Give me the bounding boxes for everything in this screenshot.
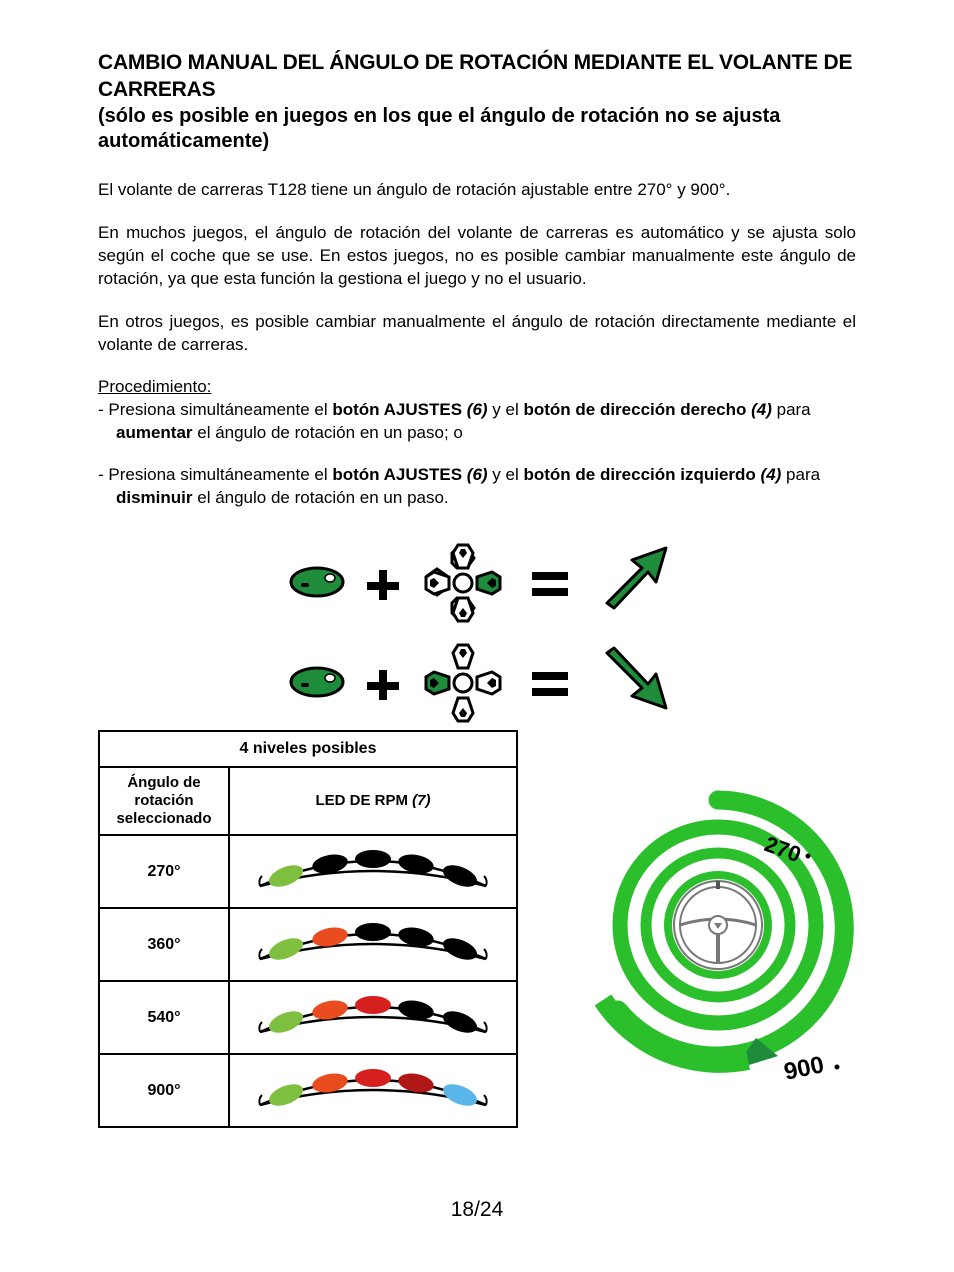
angle-cell: 540°	[99, 981, 229, 1054]
angle-cell: 270°	[99, 835, 229, 908]
plus-icon	[367, 570, 399, 600]
table-row: 540°	[99, 981, 517, 1054]
steering-wheel-icon	[674, 881, 762, 969]
table-header-main: 4 niveles posibles	[99, 731, 517, 767]
title-block: CAMBIO MANUAL DEL ÁNGULO DE ROTACIÓN MED…	[98, 50, 856, 155]
plus-icon	[367, 670, 399, 700]
table-row: 900°	[99, 1054, 517, 1127]
settings-button-icon	[291, 668, 343, 696]
procedure-item-1: - Presiona simultáneamente el botón AJUS…	[98, 399, 856, 445]
table-header-col1: Ángulo de rotación seleccionado	[99, 767, 229, 835]
dpad-right-icon	[426, 545, 500, 621]
angle-cell: 900°	[99, 1054, 229, 1127]
equals-icon	[532, 672, 568, 696]
table-header-col2: LED DE RPM (7)	[229, 767, 517, 835]
led-cell	[229, 1054, 517, 1127]
dpad-left-icon	[426, 645, 500, 721]
angle-cell: 360°	[99, 908, 229, 981]
arrow-up-icon	[607, 548, 666, 608]
paragraph-1: El volante de carreras T128 tiene un áng…	[98, 179, 856, 202]
equals-icon	[532, 572, 568, 596]
title-sub: (sólo es posible en juegos en los que el…	[98, 104, 856, 155]
rotation-spiral-diagram: 270 900	[558, 730, 878, 1100]
page-number: 18/24	[98, 1198, 856, 1222]
led-cell	[229, 835, 517, 908]
procedure-heading: Procedimiento:	[98, 377, 856, 397]
led-cell	[229, 908, 517, 981]
title-main: CAMBIO MANUAL DEL ÁNGULO DE ROTACIÓN MED…	[98, 50, 856, 104]
led-cell	[229, 981, 517, 1054]
settings-button-icon	[291, 568, 343, 596]
table-row: 270°	[99, 835, 517, 908]
paragraph-2: En muchos juegos, el ángulo de rotación …	[98, 222, 856, 291]
arrow-down-icon	[607, 648, 666, 708]
svg-text:900: 900	[782, 1051, 827, 1086]
button-combo-diagram	[98, 530, 856, 730]
procedure-item-2: - Presiona simultáneamente el botón AJUS…	[98, 464, 856, 510]
table-row: 360°	[99, 908, 517, 981]
paragraph-3: En otros juegos, es posible cambiar manu…	[98, 311, 856, 357]
levels-table: 4 niveles posibles Ángulo de rotación se…	[98, 730, 518, 1128]
